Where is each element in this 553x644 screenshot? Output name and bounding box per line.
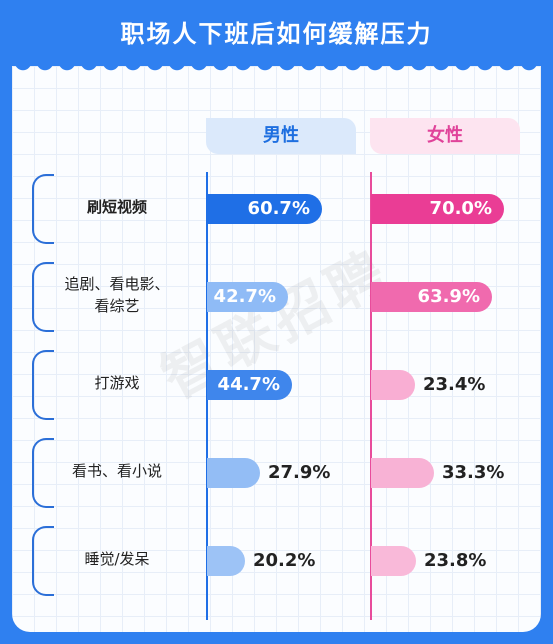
male-value-label: 42.7%: [213, 286, 276, 307]
category-bracket: [32, 438, 54, 508]
title-banner: 职场人下班后如何缓解压力: [0, 0, 553, 68]
category-label: 追剧、看电影、 看综艺: [52, 260, 182, 330]
category-bracket: [32, 350, 54, 420]
chart-card: [12, 66, 541, 632]
category-bracket: [32, 174, 54, 244]
category-bracket: [32, 262, 54, 332]
female-value-label: 23.4%: [423, 374, 486, 395]
category-label-line: 打游戏: [94, 374, 140, 392]
category-label: 睡觉/发呆: [52, 524, 182, 594]
page-title: 职场人下班后如何缓解压力: [120, 20, 433, 48]
male-bar: [207, 546, 245, 576]
female-column-header: 女性: [370, 118, 520, 154]
female-value-label: 63.9%: [417, 286, 480, 307]
female-bar: [371, 458, 434, 488]
scalloped-edge: [12, 62, 541, 76]
category-label-line: 睡觉/发呆: [84, 550, 150, 568]
male-value-label: 44.7%: [217, 374, 280, 395]
category-label-line: 看综艺: [94, 297, 140, 315]
male-value-label: 60.7%: [247, 198, 310, 219]
category-label: 看书、看小说: [52, 436, 182, 506]
male-column-header: 男性: [206, 118, 356, 154]
female-value-label: 33.3%: [442, 462, 505, 483]
male-bar: [207, 194, 322, 224]
male-value-label: 20.2%: [253, 550, 316, 571]
category-bracket: [32, 526, 54, 596]
category-label-line: 追剧、看电影、: [64, 275, 170, 293]
category-label-text: 追剧、看电影、 看综艺: [64, 273, 169, 317]
category-label-text: 睡觉/发呆: [84, 548, 149, 570]
female-bar: [371, 546, 416, 576]
category-label-text: 刷短视频: [87, 196, 147, 218]
female-bar: [371, 194, 504, 224]
category-label-line: 看书、看小说: [71, 462, 162, 480]
category-label-line: 刷短视频: [86, 198, 147, 216]
female-bar: [371, 370, 415, 400]
male-bar: [207, 370, 292, 400]
male-bar: [207, 458, 260, 488]
category-label: 打游戏: [52, 348, 182, 418]
male-bar: [207, 282, 288, 312]
female-value-label: 23.8%: [424, 550, 487, 571]
category-label-text: 打游戏: [94, 372, 139, 394]
category-label-text: 看书、看小说: [72, 460, 162, 482]
female-value-label: 70.0%: [429, 198, 492, 219]
category-label: 刷短视频: [52, 172, 182, 242]
male-value-label: 27.9%: [268, 462, 331, 483]
female-bar: [371, 282, 492, 312]
